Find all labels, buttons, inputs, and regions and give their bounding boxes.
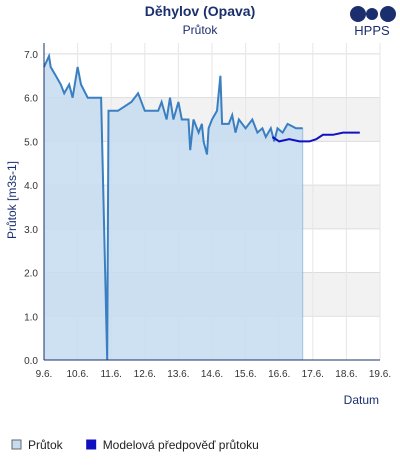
x-tick-label: 9.6. [36, 369, 53, 380]
x-tick-label: 13.6. [167, 369, 189, 380]
legend-label: Modelová předpověď průtoku [103, 438, 259, 452]
line [43, 52, 303, 361]
x-axis-label: Datum [344, 393, 379, 407]
y-tick-label: 0.0 [24, 356, 38, 367]
y-tick-label: 2.0 [24, 269, 38, 280]
y-tick-label: 6.0 [24, 94, 38, 105]
legend-swatch [11, 439, 22, 450]
x-tick-label: 12.6. [134, 369, 156, 380]
y-axis-label: Průtok [m3s-1] [5, 161, 19, 239]
x-tick-label: 14.6. [201, 369, 223, 380]
chart-title: Děhylov (Opava) [145, 3, 255, 19]
x-tick-label: 17.6. [302, 369, 324, 380]
line [271, 131, 360, 143]
x-tick-label: 15.6. [234, 369, 256, 380]
legend-label: Průtok [28, 438, 64, 452]
logo: HPPS [350, 6, 396, 38]
y-tick-label: 3.0 [24, 225, 38, 236]
y-tick-label: 4.0 [24, 181, 38, 192]
x-tick-label: 19.6. [369, 369, 391, 380]
y-tick-label: 1.0 [24, 312, 38, 323]
y-tick-label: 5.0 [24, 137, 38, 148]
y-tick-label: 7.0 [24, 50, 38, 61]
chart-subtitle: Průtok [183, 23, 219, 37]
x-tick-label: 18.6. [335, 369, 357, 380]
logo-text: HPPS [354, 23, 390, 38]
x-tick-label: 11.6. [100, 369, 122, 380]
x-tick-label: 16.6. [268, 369, 290, 380]
legend-swatch [86, 439, 97, 450]
x-tick-label: 10.6. [66, 369, 88, 380]
